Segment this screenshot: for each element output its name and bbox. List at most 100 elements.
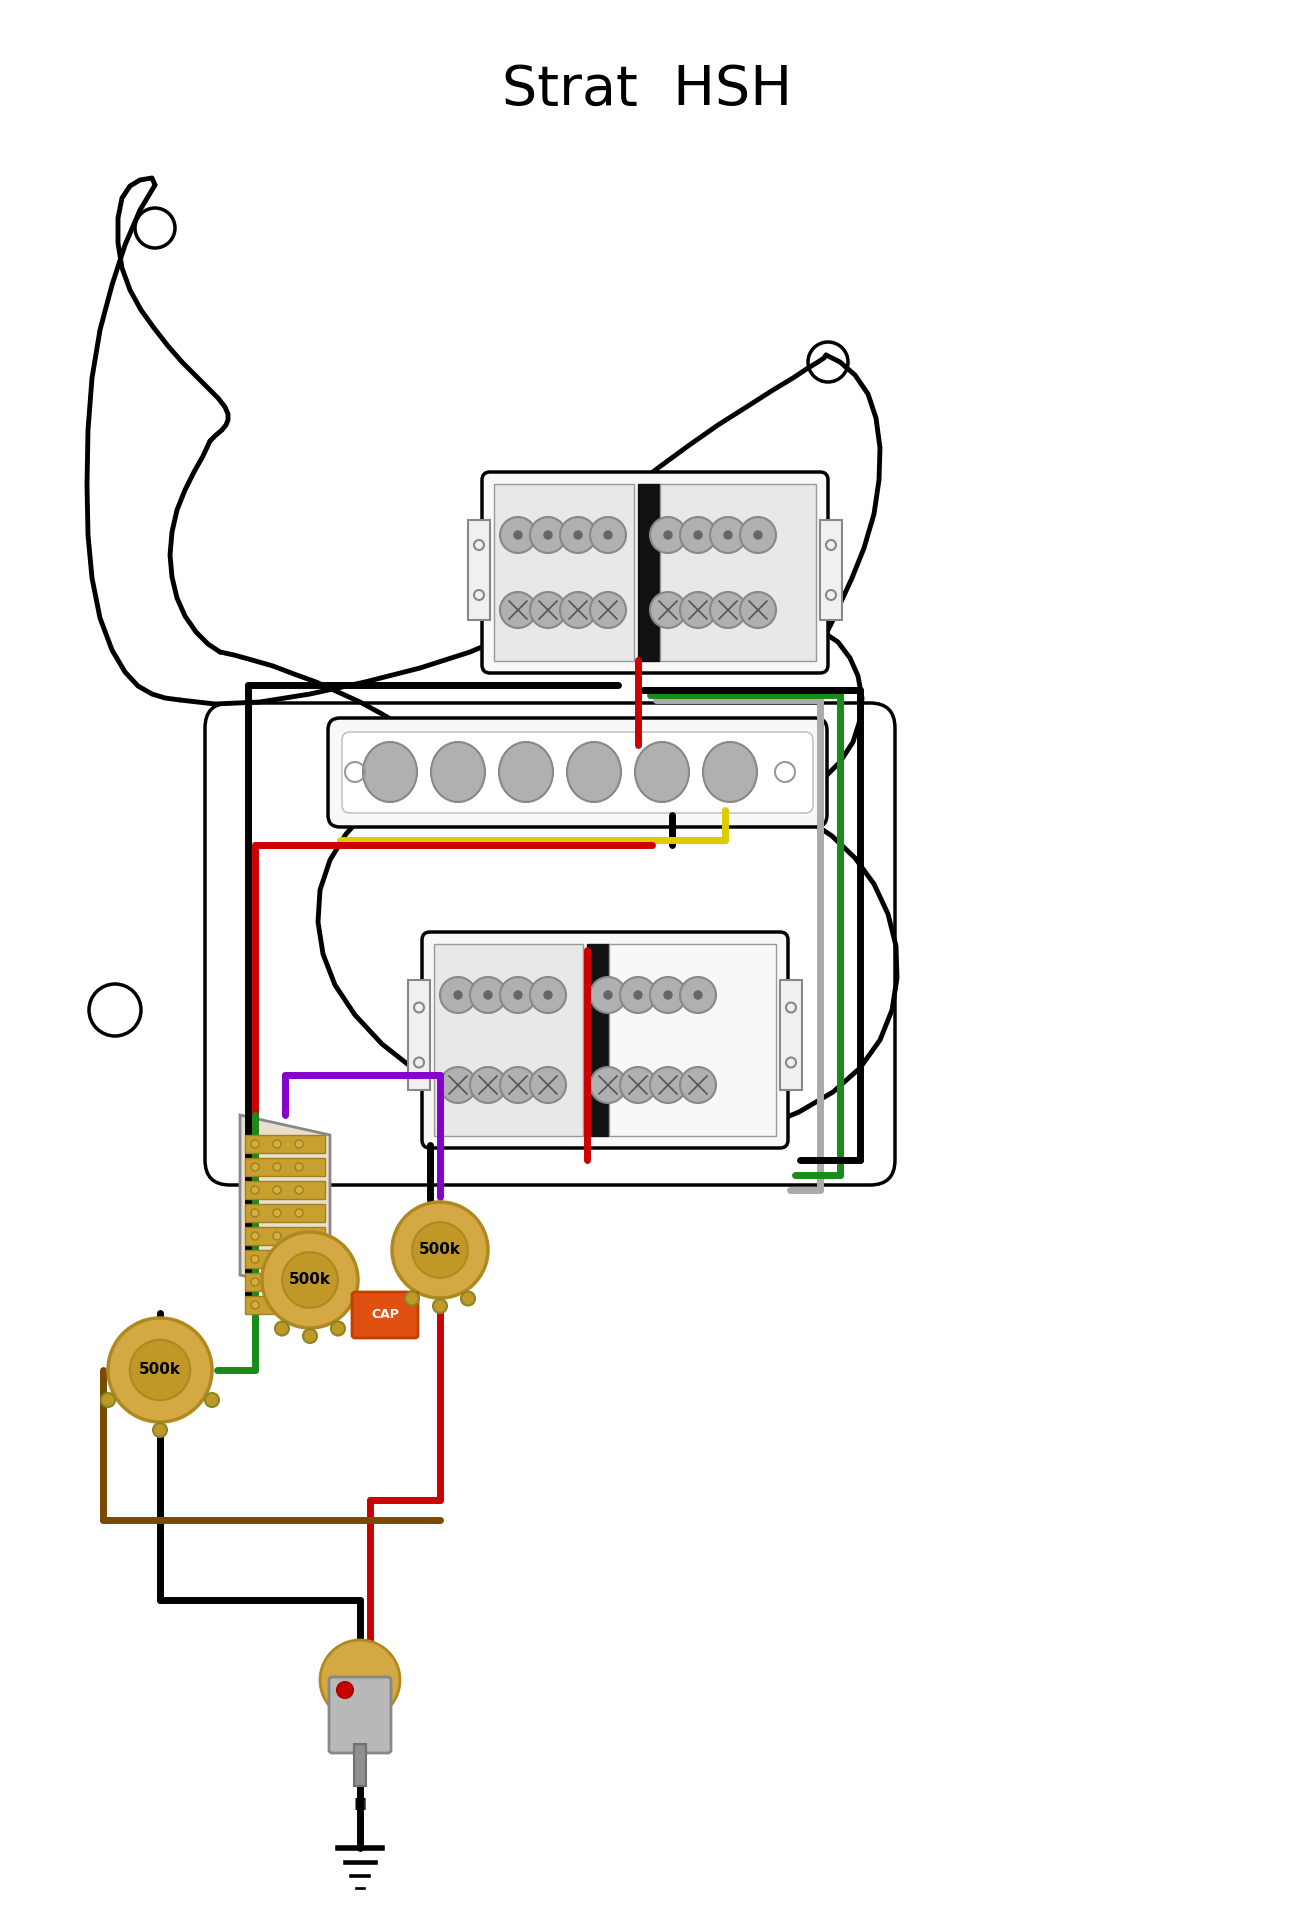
Bar: [245, 1158, 325, 1175]
Circle shape: [650, 591, 686, 628]
Circle shape: [251, 1302, 259, 1309]
Bar: [660, 484, 817, 660]
Circle shape: [251, 1164, 259, 1171]
Circle shape: [454, 991, 462, 998]
Circle shape: [251, 1279, 259, 1286]
Bar: [609, 945, 776, 1137]
Bar: [355, 1745, 366, 1786]
Circle shape: [560, 516, 597, 553]
Circle shape: [433, 1300, 446, 1313]
Circle shape: [295, 1233, 303, 1240]
Circle shape: [620, 1068, 656, 1102]
Circle shape: [620, 977, 656, 1014]
Ellipse shape: [635, 741, 688, 803]
Circle shape: [710, 516, 747, 553]
Circle shape: [681, 1068, 716, 1102]
FancyBboxPatch shape: [422, 931, 788, 1148]
Text: Strat  HSH: Strat HSH: [502, 63, 792, 117]
Text: 500k: 500k: [138, 1363, 181, 1377]
Circle shape: [303, 1329, 317, 1342]
Circle shape: [413, 1223, 468, 1279]
Circle shape: [634, 991, 642, 998]
Circle shape: [392, 1202, 488, 1298]
Ellipse shape: [364, 741, 417, 803]
Circle shape: [590, 591, 626, 628]
Circle shape: [470, 1068, 506, 1102]
Circle shape: [664, 532, 672, 540]
Circle shape: [560, 591, 597, 628]
Circle shape: [650, 1068, 686, 1102]
Circle shape: [295, 1279, 303, 1286]
Circle shape: [251, 1210, 259, 1217]
Circle shape: [295, 1140, 303, 1148]
Text: M: M: [353, 1799, 366, 1814]
Circle shape: [604, 532, 612, 540]
Circle shape: [543, 532, 553, 540]
Circle shape: [740, 516, 776, 553]
Circle shape: [440, 977, 476, 1014]
Bar: [494, 484, 634, 660]
Circle shape: [273, 1210, 281, 1217]
Circle shape: [590, 1068, 626, 1102]
Circle shape: [531, 977, 565, 1014]
FancyBboxPatch shape: [204, 703, 895, 1185]
Circle shape: [331, 1321, 345, 1336]
Circle shape: [681, 516, 716, 553]
Circle shape: [531, 516, 565, 553]
Circle shape: [754, 532, 762, 540]
Bar: [245, 1296, 325, 1313]
Circle shape: [251, 1140, 259, 1148]
Circle shape: [129, 1340, 190, 1400]
Bar: [245, 1250, 325, 1267]
Bar: [587, 945, 609, 1137]
Ellipse shape: [567, 741, 621, 803]
Circle shape: [543, 991, 553, 998]
Ellipse shape: [431, 741, 485, 803]
Circle shape: [604, 991, 612, 998]
Circle shape: [484, 991, 492, 998]
Circle shape: [470, 977, 506, 1014]
Circle shape: [514, 532, 521, 540]
Circle shape: [710, 591, 747, 628]
Circle shape: [694, 532, 703, 540]
Circle shape: [590, 977, 626, 1014]
Circle shape: [650, 516, 686, 553]
Circle shape: [273, 1187, 281, 1194]
Circle shape: [273, 1140, 281, 1148]
Circle shape: [531, 591, 565, 628]
Text: CAP: CAP: [371, 1309, 399, 1321]
Circle shape: [251, 1256, 259, 1263]
Circle shape: [273, 1233, 281, 1240]
Circle shape: [273, 1302, 281, 1309]
Circle shape: [499, 1068, 536, 1102]
Circle shape: [725, 532, 732, 540]
Circle shape: [499, 516, 536, 553]
Bar: [245, 1135, 325, 1154]
Circle shape: [273, 1279, 281, 1286]
Circle shape: [295, 1256, 303, 1263]
Ellipse shape: [703, 741, 757, 803]
Circle shape: [514, 991, 521, 998]
Text: 500k: 500k: [289, 1273, 331, 1288]
Circle shape: [282, 1252, 338, 1308]
Circle shape: [499, 591, 536, 628]
Circle shape: [295, 1164, 303, 1171]
Bar: [638, 484, 660, 660]
Circle shape: [204, 1394, 219, 1407]
Bar: [408, 979, 430, 1091]
Bar: [820, 520, 842, 620]
Bar: [245, 1204, 325, 1221]
Circle shape: [681, 591, 716, 628]
Circle shape: [276, 1321, 289, 1336]
Circle shape: [295, 1302, 303, 1309]
Circle shape: [740, 591, 776, 628]
Text: 500k: 500k: [419, 1242, 461, 1258]
Circle shape: [461, 1292, 475, 1306]
Circle shape: [694, 991, 703, 998]
Circle shape: [575, 532, 582, 540]
Circle shape: [405, 1292, 419, 1306]
Ellipse shape: [499, 741, 553, 803]
Circle shape: [590, 516, 626, 553]
Circle shape: [295, 1187, 303, 1194]
Bar: [245, 1181, 325, 1198]
